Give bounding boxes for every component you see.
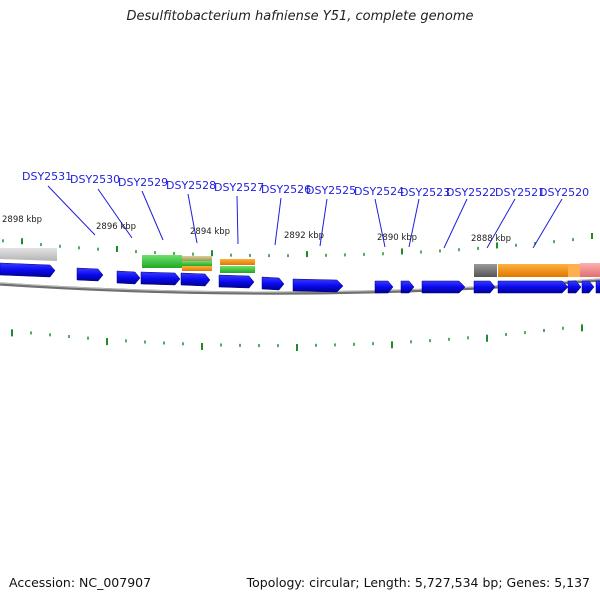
gene-feature-green[interactable] [142,255,182,268]
scale-label: 2898 kbp [2,215,42,225]
gene-feature-orange[interactable] [220,259,255,265]
locus-leader-line [187,193,198,244]
scale-label: 2896 kbp [96,222,136,232]
gene-arrow-blue[interactable] [595,280,600,294]
gene-arrow-blue[interactable] [473,280,496,294]
locus-label[interactable]: DSY2525 [306,184,356,197]
accession-text: Accession: NC_007907 [9,575,152,590]
gene-arrow-blue[interactable] [374,280,394,294]
locus-labels: DSY2531 DSY2530 DSY2529 DSY2528 DSY2527 … [22,170,589,199]
gene-feature-orange[interactable] [182,266,212,271]
locus-leader-line [374,198,386,248]
gene-arrow-blue[interactable] [0,262,56,278]
gene-feature-green[interactable] [220,266,255,273]
gene-arrow-blue[interactable] [76,267,104,282]
scale-label: 2894 kbp [190,227,230,237]
gene-arrow-blue[interactable] [140,271,181,286]
gene-feature-orange[interactable] [498,264,568,277]
gene-arrow-blue[interactable] [400,280,415,294]
locus-leader-line [486,198,516,249]
genome-summary-text: Topology: circular; Length: 5,727,534 bp… [246,575,590,590]
locus-label[interactable]: DSY2528 [166,179,216,192]
gene-arrow-blue[interactable] [116,270,141,285]
locus-leader-line [47,185,96,236]
locus-leader-line [97,188,133,239]
gene-arrow-blue[interactable] [292,278,344,293]
locus-leader-line [274,197,282,246]
locus-leader-line [236,195,239,245]
locus-label[interactable]: DSY2523 [400,186,450,199]
scale-labels: 2898 kbp 2896 kbp 2894 kbp 2892 kbp 2890… [2,215,511,244]
locus-label[interactable]: DSY2526 [261,183,311,196]
locus-label[interactable]: DSY2524 [354,185,404,198]
gene-feature-green[interactable] [182,261,212,266]
gene-feature-gray[interactable] [474,264,497,277]
locus-label[interactable]: DSY2522 [446,186,496,199]
gene-arrow-blue[interactable] [581,280,595,294]
gene-arrow-blue[interactable] [567,280,582,294]
scale-label: 2888 kbp [471,234,511,244]
gene-arrow-blue[interactable] [180,272,211,287]
locus-leader-lines [47,185,563,249]
gene-feature-lightgray[interactable] [0,248,57,261]
locus-label[interactable]: DSY2521 [495,186,545,199]
locus-leader-line [408,198,420,248]
lower-tick-row [11,324,583,352]
gene-feature-orange[interactable] [568,264,580,277]
scale-label: 2890 kbp [377,233,417,243]
locus-leader-line [532,198,563,249]
scale-label: 2892 kbp [284,231,324,241]
upper-tick-row [2,232,593,258]
gene-feature-pink[interactable] [580,263,600,277]
genome-title: Desulfitobacterium hafniense Y51, comple… [126,9,474,24]
locus-leader-line [443,198,468,249]
locus-label[interactable]: DSY2527 [214,181,264,194]
feature-track [0,248,600,294]
gene-arrow-blue[interactable] [218,274,255,289]
locus-leader-line [141,190,164,241]
locus-leader-line [319,198,328,247]
gene-arrow-blue[interactable] [421,280,466,294]
gene-arrow-blue[interactable] [497,280,569,294]
locus-label[interactable]: DSY2520 [539,186,589,199]
locus-label[interactable]: DSY2531 [22,170,72,183]
locus-label[interactable]: DSY2529 [118,176,168,189]
gene-arrow-blue[interactable] [261,276,285,291]
locus-label[interactable]: DSY2530 [70,173,120,186]
gene-feature-tan[interactable] [182,256,212,261]
